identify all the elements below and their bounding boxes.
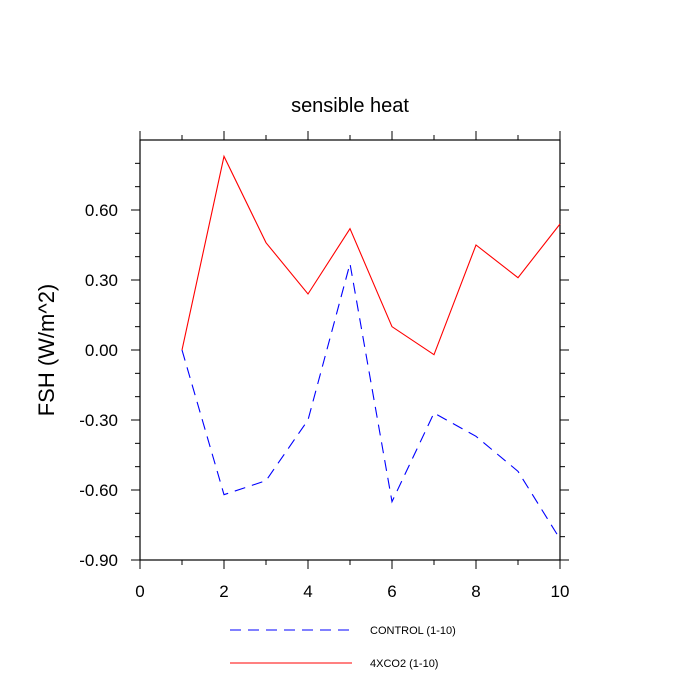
y-axis-label: FSH (W/m^2) xyxy=(34,284,59,417)
x-tick-label: 0 xyxy=(135,582,144,601)
x-tick-label: 2 xyxy=(219,582,228,601)
series-lines xyxy=(181,154,561,540)
y-tick-label: -0.60 xyxy=(79,481,118,500)
plot-frame xyxy=(139,139,561,561)
chart-title: sensible heat xyxy=(291,95,409,117)
legend-label: 4XCO2 (1-10) xyxy=(370,658,438,670)
y-tick-label: -0.30 xyxy=(79,411,118,430)
series-line-4xco2 xyxy=(181,154,561,356)
legend-label: CONTROL (1-10) xyxy=(370,625,456,637)
x-tick-label: 8 xyxy=(471,582,480,601)
x-tick-label: 10 xyxy=(551,582,570,601)
y-tick-label: 0.00 xyxy=(85,341,118,360)
x-tick-label: 4 xyxy=(303,582,312,601)
legend: CONTROL (1-10) 4XCO2 (1-10) xyxy=(230,625,456,670)
series-line-control xyxy=(181,263,561,540)
y-tick-label: 0.30 xyxy=(85,271,118,290)
y-tick-label: -0.90 xyxy=(79,551,118,570)
x-tick-label: 6 xyxy=(387,582,396,601)
axis-ticks: 0 2 4 6 8 10 -0.90 -0.60 -0.30 0.00 0.30 0.60 xyxy=(79,131,569,601)
y-tick-label: 0.60 xyxy=(85,201,118,220)
